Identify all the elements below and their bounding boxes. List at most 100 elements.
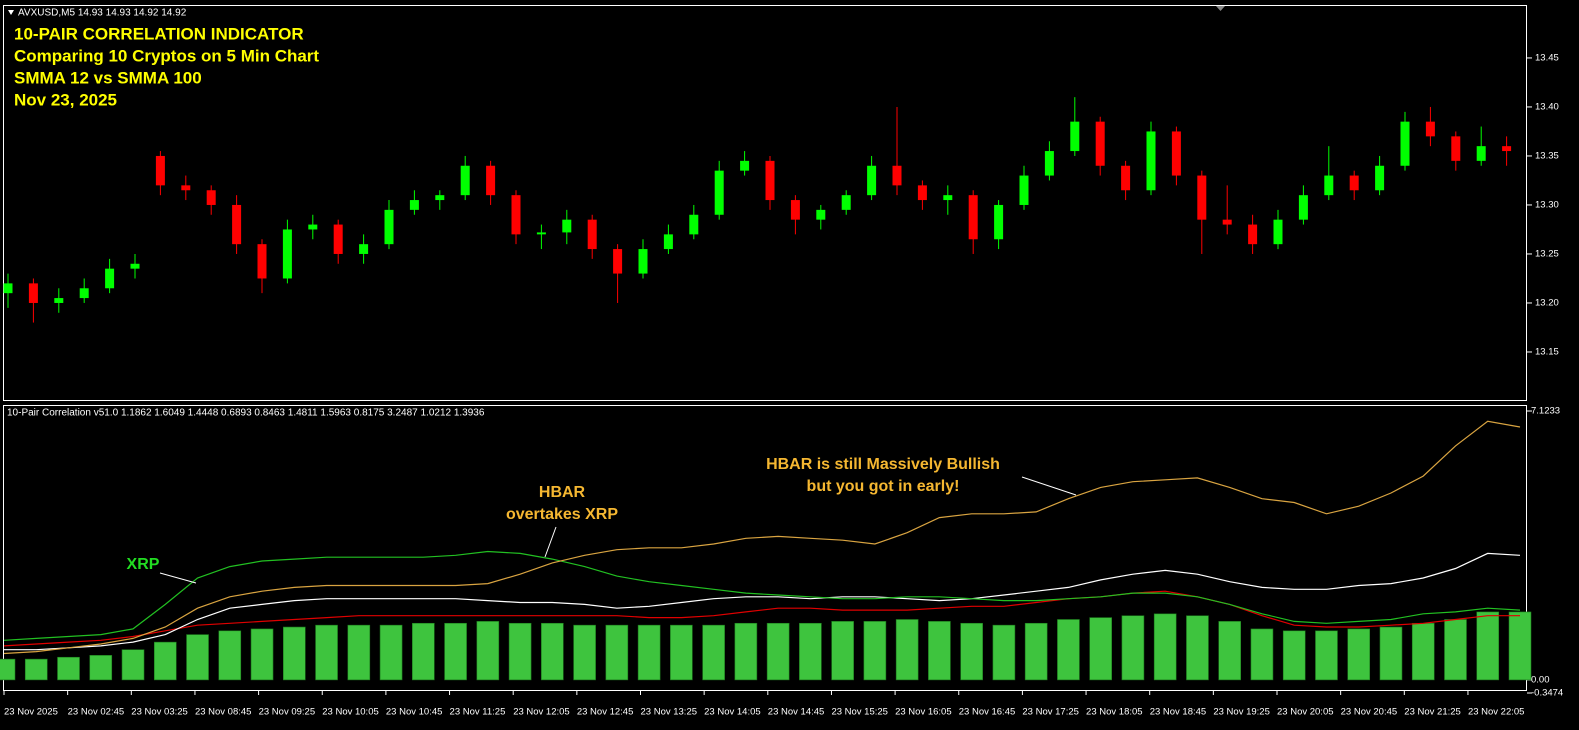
histogram-bar	[605, 624, 629, 681]
x-tick-label: 23 Nov 20:05	[1277, 707, 1334, 718]
candle-body	[282, 229, 292, 279]
candle-body	[1044, 151, 1054, 176]
candle-body	[105, 268, 115, 289]
histogram-bar	[1121, 615, 1145, 681]
candle-body	[1146, 131, 1156, 191]
candle-body	[714, 170, 724, 215]
candle-body	[257, 244, 267, 279]
histogram-bar	[24, 658, 48, 681]
x-tick-label: 23 Nov 18:05	[1086, 707, 1143, 718]
candle-body	[3, 283, 13, 294]
candle-body	[790, 200, 800, 220]
candle-body	[765, 160, 775, 201]
marks: 13.45 13.40 13.35 13.30 13.25 13.20 13.15 10-PA…	[0, 24, 1563, 718]
x-tick-label: 23 Nov 08:45	[195, 707, 252, 718]
candle-body	[689, 214, 699, 235]
histogram-bar	[1444, 619, 1467, 681]
histogram-bar	[1411, 622, 1435, 681]
histogram-bar	[799, 622, 822, 681]
candle-body	[1095, 121, 1105, 166]
x-tick-label: 23 Nov 15:25	[831, 707, 888, 718]
candle-body	[663, 234, 673, 250]
histogram-bar	[0, 658, 16, 681]
histogram-bar	[541, 622, 564, 681]
y-tick-label: 13.45	[1535, 52, 1559, 63]
histogram-bar	[347, 624, 371, 681]
y-tick-label: 0.00	[1531, 674, 1550, 685]
overtake-pointer	[544, 526, 557, 558]
candle-body	[333, 224, 343, 254]
candle-body	[1273, 219, 1283, 245]
histogram-bar	[1315, 630, 1338, 681]
x-tick-label: 23 Nov 11:25	[450, 707, 506, 718]
chart-title: Comparing 10 Cryptos on 5 Min Chart	[14, 46, 319, 65]
chart-title: Nov 23, 2025	[14, 90, 117, 109]
candle-body	[892, 165, 902, 186]
histogram-bar	[928, 621, 951, 681]
x-tick-label: 23 Nov 14:05	[704, 707, 761, 718]
candle-body	[1222, 219, 1232, 225]
candle-body	[130, 263, 140, 269]
x-tick-label: 23 Nov 21:25	[1404, 707, 1461, 718]
indicator-panel-frame	[3, 405, 1527, 691]
candle-body	[384, 209, 394, 245]
annotation: HBAR	[539, 484, 586, 501]
y-tick-label: 13.35	[1535, 150, 1559, 161]
candle-body	[181, 185, 191, 191]
histogram-bar	[1347, 628, 1371, 681]
annotation: XRP	[127, 556, 160, 573]
histogram-bar	[1057, 619, 1080, 681]
y-tick-label: 13.40	[1535, 101, 1559, 112]
xrp-pointer	[159, 572, 197, 584]
histogram-bar	[670, 624, 693, 681]
annotation: but you got in early!	[807, 478, 960, 495]
price-panel-frame	[3, 5, 1527, 401]
histogram-bar	[573, 624, 596, 681]
x-tick-label: 23 Nov 12:45	[577, 707, 634, 718]
histogram-bar	[1379, 626, 1403, 681]
candle-body	[1476, 146, 1486, 161]
y-tick-label: 13.25	[1535, 248, 1559, 259]
candle-body	[359, 244, 369, 254]
candle-body	[1451, 136, 1461, 161]
x-tick-label: 23 Nov 03:25	[131, 707, 188, 718]
candle-body	[1349, 175, 1359, 191]
candle-body	[232, 204, 242, 245]
candle-body	[994, 204, 1004, 240]
x-tick-label: 23 Nov 22:05	[1468, 707, 1525, 718]
candle-body	[587, 219, 597, 250]
indicator-line	[3, 550, 1521, 641]
histogram-bar	[895, 619, 919, 681]
histogram-bar	[1476, 611, 1500, 681]
histogram-bar	[121, 649, 145, 681]
histogram-bar	[379, 624, 403, 681]
histogram-bar	[315, 624, 338, 681]
candle-body	[740, 160, 750, 171]
candle-body	[155, 155, 165, 186]
symbol-marker	[8, 10, 14, 15]
shift-marker	[1216, 6, 1225, 11]
histogram-bar	[1282, 630, 1306, 681]
histogram-bar	[282, 626, 306, 681]
histogram-bar	[89, 655, 113, 681]
histogram-bar	[250, 628, 274, 681]
histogram-bar	[57, 656, 80, 681]
candle-body	[1375, 165, 1385, 191]
candle-body	[486, 165, 496, 196]
candle-body	[613, 249, 623, 274]
x-tick-label: 23 Nov 19:25	[1213, 707, 1270, 718]
x-tick-label: 23 Nov 2025	[4, 707, 58, 718]
candle-body	[968, 195, 978, 240]
candle-body	[638, 249, 648, 274]
histogram-bar	[1153, 613, 1177, 681]
histogram-bar	[1024, 622, 1048, 681]
histogram-bar	[186, 634, 209, 681]
candle-body	[79, 288, 89, 299]
histogram-bar	[412, 622, 435, 681]
x-tick-label: 23 Nov 16:45	[959, 707, 1016, 718]
candle-body	[1324, 175, 1334, 196]
candle-body	[1248, 224, 1258, 245]
candle-body	[1019, 175, 1029, 205]
x-tick-label: 23 Nov 18:45	[1150, 707, 1207, 718]
